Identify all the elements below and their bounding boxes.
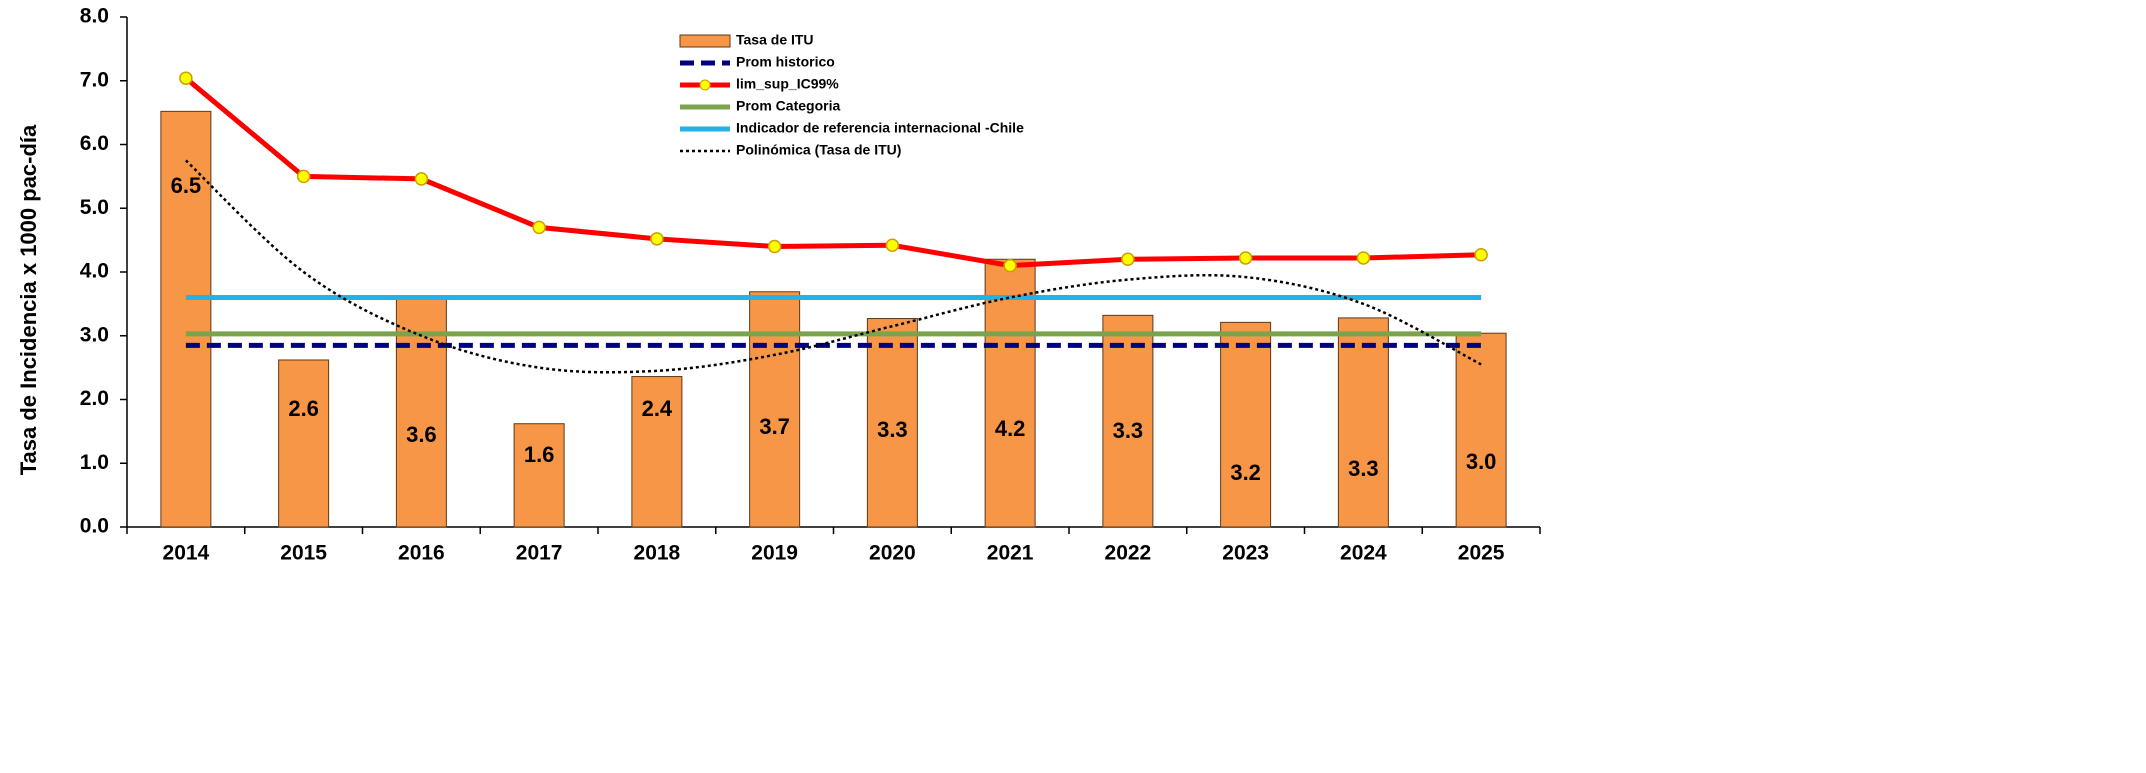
line-marker: [1356, 251, 1371, 265]
x-tick-label: 2015: [280, 542, 327, 565]
y-axis-label: Tasa de Incidencia x 1000 pac-día: [16, 124, 41, 475]
line-marker: [650, 232, 664, 246]
y-tick-label: 1.0: [80, 451, 109, 474]
data-label: 3.6: [406, 422, 437, 447]
legend-label: lim_sup_IC99%: [736, 76, 839, 92]
data-label: 3.3: [1348, 456, 1379, 481]
x-tick-label: 2017: [516, 542, 563, 565]
y-tick-label: 8.0: [80, 5, 109, 28]
data-label: 2.4: [642, 396, 673, 421]
x-tick-label: 2014: [163, 542, 210, 565]
x-tick-label: 2024: [1340, 542, 1387, 565]
bar: [866, 318, 918, 528]
bar: [1455, 332, 1507, 528]
data-label: 4.2: [995, 416, 1026, 441]
legend-label: Prom historico: [736, 54, 835, 70]
legend-swatch: [679, 34, 731, 48]
x-tick-label: 2025: [1458, 542, 1505, 565]
line-marker: [1121, 252, 1135, 266]
line-marker: [532, 220, 546, 235]
bar: [278, 359, 330, 528]
bar: [1337, 317, 1389, 528]
y-tick-label: 3.0: [80, 323, 109, 346]
y-tick-label: 0.0: [80, 515, 109, 538]
y-tick-label: 6.0: [80, 132, 109, 155]
bar: [984, 258, 1036, 528]
data-label: 1.6: [524, 442, 555, 467]
x-tick-label: 2018: [634, 542, 681, 565]
legend-marker: [699, 79, 711, 91]
x-tick-label: 2020: [869, 542, 916, 565]
line-marker: [885, 238, 900, 252]
bar: [1102, 314, 1154, 528]
data-label: 3.3: [1113, 418, 1144, 443]
data-label: 6.5: [171, 173, 202, 198]
series-line: [185, 159, 1482, 374]
line-marker: [414, 172, 429, 186]
legend-label: Polinómica (Tasa de ITU): [736, 142, 901, 158]
line-marker: [1003, 258, 1017, 273]
bar: [513, 423, 565, 528]
data-label: 3.7: [759, 414, 790, 439]
bar: [749, 291, 801, 528]
bar: [631, 376, 683, 528]
bar: [1220, 321, 1272, 528]
bar: [160, 110, 212, 528]
legend-label: Indicador de referencia internacional -C…: [736, 120, 1024, 136]
legend-label: Tasa de ITU: [736, 32, 814, 48]
y-tick-label: 5.0: [80, 196, 109, 219]
y-tick-label: 2.0: [80, 387, 109, 410]
line-marker: [1474, 248, 1488, 262]
x-tick-label: 2019: [751, 542, 798, 565]
data-label: 2.6: [288, 396, 319, 421]
line-marker: [179, 71, 193, 85]
series-line: [184, 76, 1482, 269]
data-label: 3.0: [1466, 449, 1497, 474]
line-marker: [296, 169, 311, 184]
x-tick-label: 2022: [1105, 542, 1152, 565]
data-label: 3.2: [1230, 460, 1261, 485]
line-marker: [767, 239, 782, 254]
line-marker: [1238, 251, 1253, 265]
y-tick-label: 4.0: [80, 260, 109, 283]
bar: [395, 298, 447, 528]
y-tick-label: 7.0: [80, 68, 109, 91]
data-label: 3.3: [877, 417, 908, 442]
x-tick-label: 2023: [1222, 542, 1269, 565]
legend-label: Prom Categoria: [736, 98, 840, 114]
x-tick-label: 2016: [398, 542, 445, 565]
x-tick-label: 2021: [987, 542, 1034, 565]
